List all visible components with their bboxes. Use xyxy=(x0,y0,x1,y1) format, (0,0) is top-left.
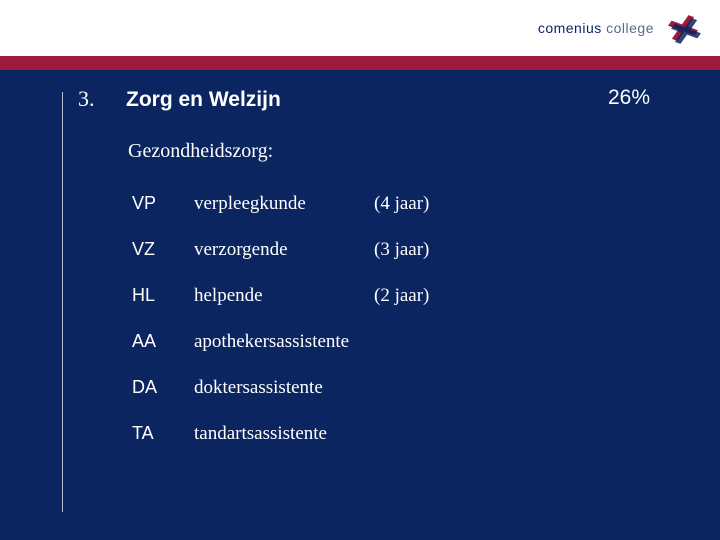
brand-name-bold: comenius xyxy=(538,20,602,36)
list-item: TA tandartsassistente xyxy=(132,423,720,445)
subheading: Gezondheidszorg: xyxy=(128,140,720,163)
item-duration: (3 jaar) xyxy=(374,239,429,261)
title-percent: 26% xyxy=(608,86,650,110)
item-code: VP xyxy=(132,193,194,214)
brand-logo-icon xyxy=(664,9,702,47)
item-duration: (2 jaar) xyxy=(374,285,429,307)
item-code: VZ xyxy=(132,239,194,260)
content: 3. Zorg en Welzijn 26% Gezondheidszorg: … xyxy=(0,86,720,469)
list-item: HL helpende (2 jaar) xyxy=(132,285,720,307)
item-code: DA xyxy=(132,377,194,398)
title-text: Zorg en Welzijn xyxy=(126,88,281,112)
list-item: VZ verzorgende (3 jaar) xyxy=(132,239,720,261)
item-desc: verzorgende xyxy=(194,239,374,261)
item-duration: (4 jaar) xyxy=(374,193,429,215)
list-item: AA apothekersassistente xyxy=(132,331,720,353)
item-desc: tandartsassistente xyxy=(194,423,327,445)
item-desc: apothekersassistente xyxy=(194,331,349,353)
title-number: 3. xyxy=(78,86,126,112)
item-desc: doktersassistente xyxy=(194,377,323,399)
list-item: DA doktersassistente xyxy=(132,377,720,399)
list-item: VP verpleegkunde (4 jaar) xyxy=(132,193,720,215)
items-list: VP verpleegkunde (4 jaar) VZ verzorgende… xyxy=(132,193,720,445)
item-desc: verpleegkunde xyxy=(194,193,374,215)
brand-text: comenius college xyxy=(538,20,654,36)
topbar: comenius college xyxy=(0,0,720,56)
item-code: TA xyxy=(132,423,194,444)
item-code: AA xyxy=(132,331,194,352)
brand-name-light: college xyxy=(606,20,654,36)
item-code: HL xyxy=(132,285,194,306)
title-row: 3. Zorg en Welzijn 26% xyxy=(78,86,720,112)
accent-stripe xyxy=(0,56,720,70)
slide: comenius college 3. Zorg en Welzijn 26% … xyxy=(0,0,720,540)
item-desc: helpende xyxy=(194,285,374,307)
brand: comenius college xyxy=(538,9,702,47)
